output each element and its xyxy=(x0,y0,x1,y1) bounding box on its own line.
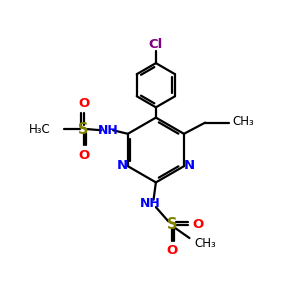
Text: O: O xyxy=(192,218,203,231)
Text: NH: NH xyxy=(98,124,118,137)
Text: NH: NH xyxy=(140,197,161,210)
Text: S: S xyxy=(167,217,177,232)
Text: CH₃: CH₃ xyxy=(232,115,254,128)
Text: O: O xyxy=(78,148,89,161)
Text: S: S xyxy=(78,122,89,136)
Text: O: O xyxy=(78,97,89,110)
Text: N: N xyxy=(184,159,195,172)
Text: Cl: Cl xyxy=(149,38,163,50)
Text: H₃C: H₃C xyxy=(29,123,50,136)
Text: N: N xyxy=(117,159,128,172)
Text: O: O xyxy=(166,244,177,257)
Text: CH₃: CH₃ xyxy=(194,237,216,250)
